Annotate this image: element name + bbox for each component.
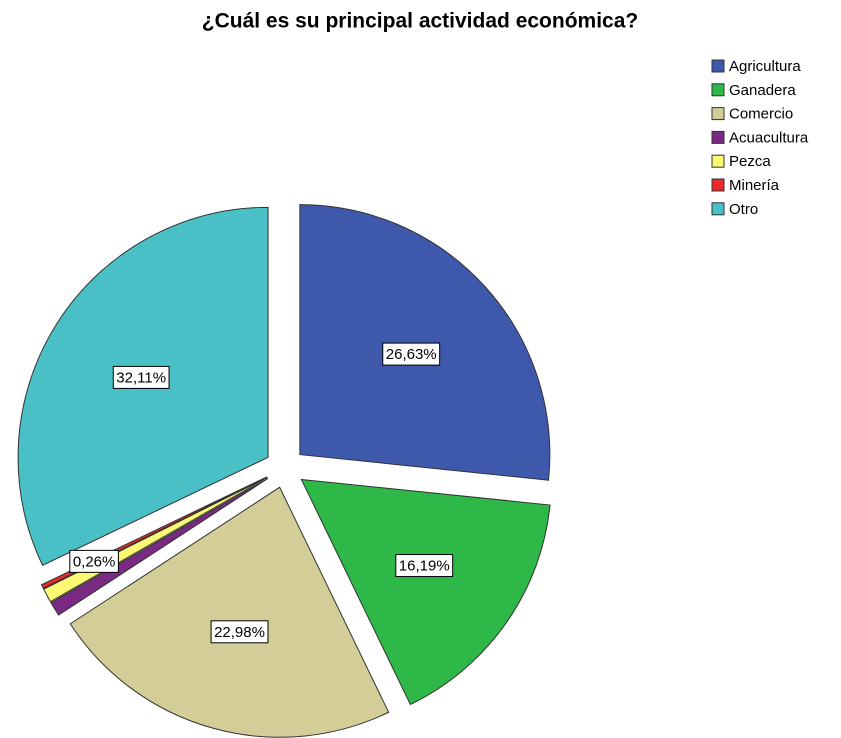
pie-slice	[69, 486, 390, 738]
data-label-text: 0,26%	[73, 553, 116, 570]
data-label-box	[395, 554, 454, 578]
legend-swatch	[711, 154, 725, 168]
legend-swatch	[711, 59, 725, 73]
data-label-box	[69, 549, 119, 573]
legend-swatch	[711, 83, 725, 97]
data-label-text: 26,63%	[386, 346, 437, 363]
legend-text: Agricultura	[729, 58, 801, 75]
legend-swatch	[711, 107, 725, 121]
data-label: 16,19%	[395, 554, 454, 578]
data-label-text: 32,11%	[116, 369, 166, 386]
pie-slice	[299, 204, 551, 481]
legend-swatch	[711, 202, 725, 216]
data-label-text: 16,19%	[399, 558, 450, 575]
data-label: 26,63%	[382, 342, 441, 366]
data-label-box	[112, 365, 170, 389]
legend-swatch	[711, 178, 725, 192]
legend-text: Comercio	[729, 106, 793, 123]
legend-text: Minería	[729, 177, 780, 194]
legend-text: Pezca	[729, 153, 771, 170]
data-label-box	[210, 620, 269, 644]
data-label-box	[382, 342, 441, 366]
pie-slice	[50, 478, 269, 616]
data-label: 0,26%	[69, 549, 119, 573]
legend-swatch	[711, 130, 725, 144]
legend-text: Acuacultura	[729, 129, 809, 146]
pie-slice	[300, 478, 551, 706]
data-label: 32,11%	[112, 365, 170, 389]
legend-text: Ganadera	[729, 82, 796, 99]
legend-text: Otro	[729, 201, 758, 218]
chart-title: ¿Cuál es su principal actividad económic…	[202, 10, 638, 33]
data-label-text: 22,98%	[214, 624, 265, 641]
data-label: 22,98%	[210, 620, 269, 644]
